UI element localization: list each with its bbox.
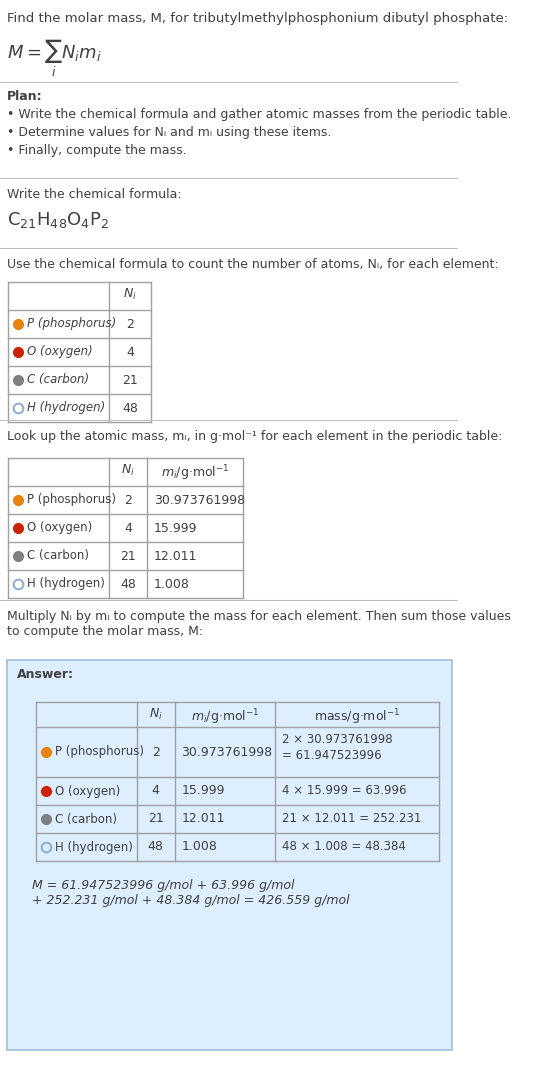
Text: O (oxygen): O (oxygen) <box>55 784 120 798</box>
Text: H (hydrogen): H (hydrogen) <box>27 402 105 415</box>
Text: O (oxygen): O (oxygen) <box>27 522 92 535</box>
Text: M = 61.947523996 g/mol + 63.996 g/mol
+ 252.231 g/mol + 48.384 g/mol = 426.559 g: M = 61.947523996 g/mol + 63.996 g/mol + … <box>32 879 349 908</box>
Text: 30.973761998: 30.973761998 <box>153 493 245 507</box>
Text: Write the chemical formula:: Write the chemical formula: <box>7 188 181 201</box>
Text: Look up the atomic mass, mᵢ, in g·mol⁻¹ for each element in the periodic table:: Look up the atomic mass, mᵢ, in g·mol⁻¹ … <box>7 430 502 442</box>
Text: $N_i$: $N_i$ <box>123 287 137 302</box>
Text: Multiply Nᵢ by mᵢ to compute the mass for each element. Then sum those values
to: Multiply Nᵢ by mᵢ to compute the mass fo… <box>7 610 511 638</box>
Text: 48: 48 <box>122 402 138 415</box>
Text: $m_i$/g·mol$^{-1}$: $m_i$/g·mol$^{-1}$ <box>191 707 259 727</box>
Text: 21: 21 <box>148 813 164 826</box>
Text: Plan:: Plan: <box>7 90 43 103</box>
Text: $N_i$: $N_i$ <box>121 463 135 478</box>
Text: O (oxygen): O (oxygen) <box>27 346 93 359</box>
Text: 21: 21 <box>122 374 138 387</box>
Text: 1.008: 1.008 <box>153 578 189 591</box>
Text: 2 × 30.973761998: 2 × 30.973761998 <box>282 732 393 746</box>
Text: 4: 4 <box>126 346 134 359</box>
Text: 2: 2 <box>126 318 134 331</box>
Text: 21 × 12.011 = 252.231: 21 × 12.011 = 252.231 <box>282 813 422 826</box>
Text: P (phosphorus): P (phosphorus) <box>55 745 144 758</box>
Text: 48: 48 <box>120 578 136 591</box>
Text: • Finally, compute the mass.: • Finally, compute the mass. <box>7 144 186 157</box>
Text: 12.011: 12.011 <box>181 813 225 826</box>
Text: 48 × 1.008 = 48.384: 48 × 1.008 = 48.384 <box>282 841 406 854</box>
Text: Find the molar mass, M, for tributylmethylphosphonium dibutyl phosphate:: Find the molar mass, M, for tributylmeth… <box>7 12 508 25</box>
Text: 15.999: 15.999 <box>181 784 225 798</box>
Text: mass/g·mol$^{-1}$: mass/g·mol$^{-1}$ <box>314 707 401 727</box>
Text: Answer:: Answer: <box>17 668 74 681</box>
Text: • Write the chemical formula and gather atomic masses from the periodic table.: • Write the chemical formula and gather … <box>7 108 511 121</box>
Text: $\mathrm{C_{21}H_{48}O_4P_2}$: $\mathrm{C_{21}H_{48}O_4P_2}$ <box>7 211 109 230</box>
Text: 2: 2 <box>124 493 132 507</box>
Text: 1.008: 1.008 <box>181 841 217 854</box>
FancyBboxPatch shape <box>7 661 452 1050</box>
Text: P (phosphorus): P (phosphorus) <box>27 318 116 331</box>
Text: C (carbon): C (carbon) <box>27 374 89 387</box>
Text: H (hydrogen): H (hydrogen) <box>27 578 105 591</box>
Text: C (carbon): C (carbon) <box>55 813 117 826</box>
Text: $m_i$/g·mol$^{-1}$: $m_i$/g·mol$^{-1}$ <box>161 463 229 482</box>
Text: 30.973761998: 30.973761998 <box>181 745 272 758</box>
Text: 4: 4 <box>152 784 159 798</box>
Text: 48: 48 <box>148 841 164 854</box>
Text: 2: 2 <box>152 745 159 758</box>
Text: 4 × 15.999 = 63.996: 4 × 15.999 = 63.996 <box>282 784 407 798</box>
Text: C (carbon): C (carbon) <box>27 550 89 563</box>
Text: • Determine values for Nᵢ and mᵢ using these items.: • Determine values for Nᵢ and mᵢ using t… <box>7 126 331 139</box>
Text: H (hydrogen): H (hydrogen) <box>55 841 133 854</box>
Text: $M = \sum_i N_i m_i$: $M = \sum_i N_i m_i$ <box>7 38 101 79</box>
Text: 12.011: 12.011 <box>153 550 197 563</box>
Text: 21: 21 <box>120 550 136 563</box>
Text: 15.999: 15.999 <box>153 522 197 535</box>
Text: P (phosphorus): P (phosphorus) <box>27 493 116 507</box>
Text: = 61.947523996: = 61.947523996 <box>282 749 382 761</box>
Text: $N_i$: $N_i$ <box>149 707 163 722</box>
Text: Use the chemical formula to count the number of atoms, Nᵢ, for each element:: Use the chemical formula to count the nu… <box>7 258 498 271</box>
Text: 4: 4 <box>124 522 132 535</box>
